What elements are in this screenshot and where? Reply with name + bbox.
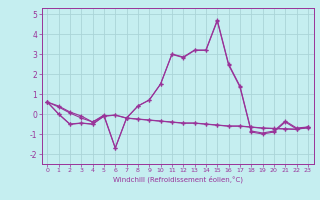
X-axis label: Windchill (Refroidissement éolien,°C): Windchill (Refroidissement éolien,°C): [113, 176, 243, 183]
